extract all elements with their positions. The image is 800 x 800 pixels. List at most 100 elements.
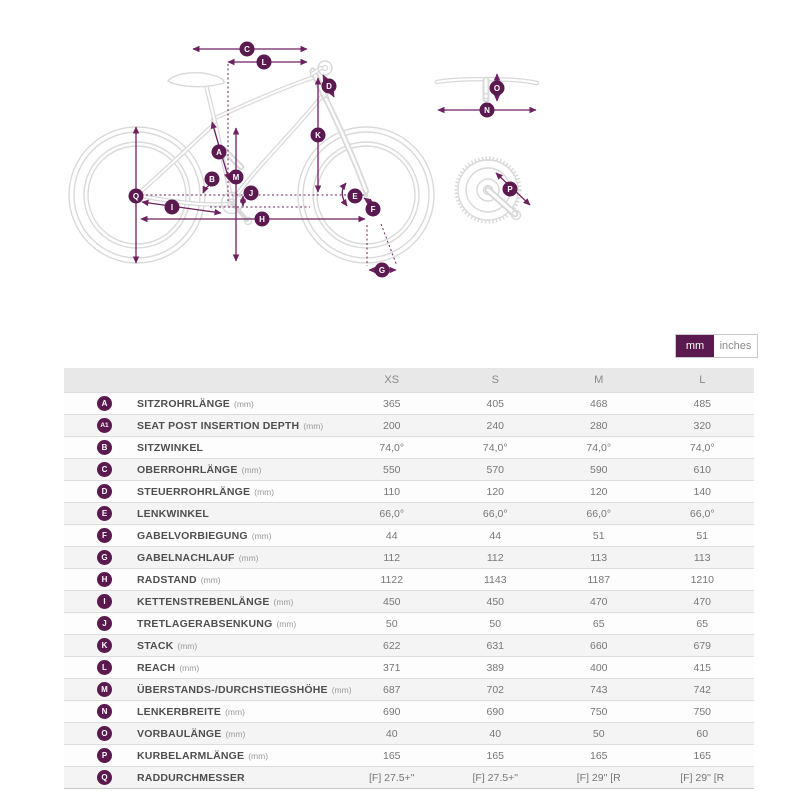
cell-value: 120 bbox=[589, 485, 608, 498]
row-letter-badge: M bbox=[97, 682, 112, 697]
diagram-badge-p: P bbox=[502, 181, 518, 197]
cell-value: 389 bbox=[486, 661, 505, 674]
cell-value: 51 bbox=[592, 529, 605, 542]
cell-value: 74,0° bbox=[689, 441, 715, 454]
row-label-cell: C OBERROHRLÄNGE (mm) bbox=[64, 462, 340, 477]
table-row: I KETTENSTREBENLÄNGE (mm) 450 450 470 470 bbox=[64, 590, 754, 612]
cell-value: 687 bbox=[382, 683, 401, 696]
column-header-m: M bbox=[594, 374, 604, 386]
cell-value: 280 bbox=[589, 419, 608, 432]
cell-value: 450 bbox=[382, 595, 401, 608]
row-letter-badge: B bbox=[97, 440, 112, 455]
svg-text:E: E bbox=[352, 192, 358, 201]
row-unit: (mm) bbox=[254, 486, 275, 497]
row-unit: (mm) bbox=[248, 750, 269, 761]
row-unit: (mm) bbox=[241, 464, 262, 475]
row-letter-badge: L bbox=[97, 660, 112, 675]
cell-value: 470 bbox=[693, 595, 712, 608]
diagram-badge-g: G bbox=[374, 262, 390, 278]
cell-value: 44 bbox=[385, 529, 398, 542]
svg-text:K: K bbox=[315, 131, 321, 140]
cell-value: 1187 bbox=[587, 573, 611, 586]
cell-value: 1122 bbox=[380, 573, 404, 586]
row-letter-badge: E bbox=[97, 506, 112, 521]
row-label: GABELVORBIEGUNG bbox=[137, 529, 248, 542]
row-label: LENKERBREITE bbox=[137, 705, 222, 718]
row-letter-badge: H bbox=[97, 572, 112, 587]
cell-value: 660 bbox=[589, 639, 608, 652]
svg-text:C: C bbox=[244, 45, 250, 54]
cell-value: 112 bbox=[383, 551, 401, 564]
unit-toggle: mm inches bbox=[675, 334, 758, 358]
cell-value: 590 bbox=[589, 463, 608, 476]
table-row: L REACH (mm) 371 389 400 415 bbox=[64, 656, 754, 678]
row-unit: (mm) bbox=[225, 706, 245, 717]
row-unit: (mm) bbox=[273, 596, 294, 607]
table-row: A1 SEAT POST INSERTION DEPTH (mm) 200 240 280… bbox=[64, 414, 754, 436]
cell-value: 750 bbox=[693, 705, 712, 718]
crankset-view bbox=[454, 156, 531, 224]
row-unit: (mm) bbox=[276, 618, 297, 629]
table-row: K STACK (mm) 622 631 660 679 bbox=[64, 634, 754, 656]
cell-value: 60 bbox=[696, 727, 709, 740]
cell-value: 66,0° bbox=[379, 507, 405, 520]
cell-value: 65 bbox=[592, 617, 605, 630]
cell-value: 50 bbox=[592, 727, 605, 740]
row-label-cell: D STEUERROHRLÄNGE (mm) bbox=[64, 484, 340, 499]
svg-text:I: I bbox=[171, 203, 173, 212]
cell-value: 40 bbox=[385, 727, 398, 740]
cell-value: 365 bbox=[382, 397, 401, 410]
row-label: STEUERROHRLÄNGE bbox=[137, 485, 251, 498]
cell-value: 74,0° bbox=[379, 441, 405, 454]
row-unit: (mm) bbox=[331, 684, 352, 695]
table-row: C OBERROHRLÄNGE (mm) 550 570 590 610 bbox=[64, 458, 754, 480]
svg-text:G: G bbox=[379, 266, 385, 275]
svg-text:N: N bbox=[484, 106, 490, 115]
row-label-cell: P KURBELARMLÄNGE (mm) bbox=[64, 748, 340, 763]
svg-text:O: O bbox=[494, 84, 500, 93]
table-row: Q RADDURCHMESSER [F] 27.5+" [F] 27.5+" [F] 2… bbox=[64, 766, 754, 788]
diagram-badge-a: A bbox=[211, 144, 227, 160]
row-label-cell: B SITZWINKEL bbox=[64, 440, 340, 455]
row-label-cell: E LENKWINKEL bbox=[64, 506, 340, 521]
cell-value: 200 bbox=[382, 419, 401, 432]
unit-inches-button[interactable]: inches bbox=[714, 335, 757, 357]
row-label-cell: N LENKERBREITE (mm) bbox=[64, 704, 340, 719]
cell-value: 50 bbox=[385, 617, 398, 630]
diagram-badge-c: C bbox=[239, 41, 255, 57]
unit-mm-button[interactable]: mm bbox=[676, 335, 714, 357]
cell-value: 415 bbox=[693, 661, 712, 674]
table-row: O VORBAULÄNGE (mm) 40 40 50 60 bbox=[64, 722, 754, 744]
row-letter-badge: G bbox=[97, 550, 112, 565]
row-letter-badge: C bbox=[97, 462, 112, 477]
cell-value: 320 bbox=[693, 419, 712, 432]
row-label: KURBELARMLÄNGE bbox=[137, 749, 245, 762]
row-label: RADDURCHMESSER bbox=[137, 771, 245, 784]
cell-value: 750 bbox=[589, 705, 608, 718]
row-label: OBERROHRLÄNGE bbox=[137, 463, 238, 476]
handlebar-top-view bbox=[434, 73, 540, 114]
geometry-table-body: A SITZROHRLÄNGE (mm) 365 405 468 485 A1 SEAT POS… bbox=[64, 392, 754, 788]
cell-value: [F] 27.5+" bbox=[369, 771, 415, 784]
column-header-s: S bbox=[491, 374, 499, 386]
table-row: D STEUERROHRLÄNGE (mm) 110 120 120 140 bbox=[64, 480, 754, 502]
svg-text:B: B bbox=[209, 175, 215, 184]
row-label-cell: Q RADDURCHMESSER bbox=[64, 770, 340, 785]
row-label: GABELNACHLAUF bbox=[137, 551, 235, 564]
cell-value: 40 bbox=[489, 727, 502, 740]
row-letter-badge: O bbox=[97, 726, 112, 741]
cell-value: 468 bbox=[589, 397, 608, 410]
row-label: RADSTAND bbox=[137, 573, 197, 586]
cell-value: 485 bbox=[693, 397, 712, 410]
table-row: F GABELVORBIEGUNG (mm) 44 44 51 51 bbox=[64, 524, 754, 546]
cell-value: 631 bbox=[486, 639, 505, 652]
row-letter-badge: A bbox=[97, 396, 112, 411]
row-unit: (mm) bbox=[179, 662, 200, 673]
diagram-badge-q: Q bbox=[128, 188, 144, 204]
row-letter-badge: D bbox=[97, 484, 112, 499]
cell-value: 165 bbox=[382, 749, 401, 762]
diagram-badge-l: L bbox=[256, 54, 272, 70]
row-letter-badge: J bbox=[97, 616, 112, 631]
row-label: SITZWINKEL bbox=[137, 441, 204, 454]
row-letter-badge: A1 bbox=[97, 418, 112, 433]
